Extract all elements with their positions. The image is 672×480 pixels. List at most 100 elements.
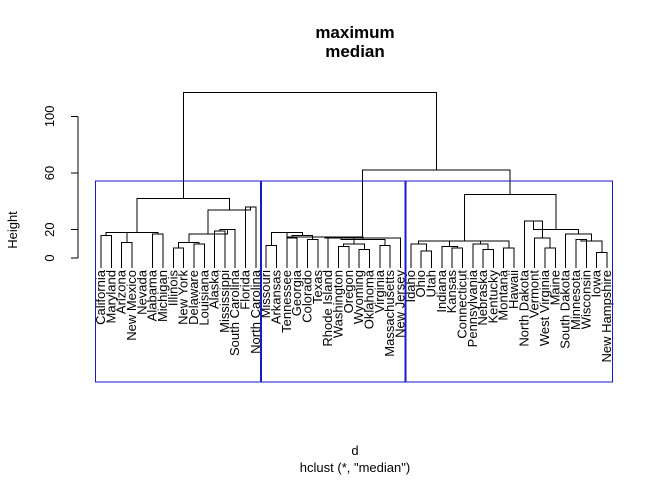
- dendrogram-link: [136, 198, 230, 233]
- leaf-label: Connecticut: [454, 270, 469, 339]
- leaf-label: West Virginia: [537, 269, 552, 346]
- dendrogram-link: [482, 249, 494, 268]
- dendrogram-link: [265, 244, 278, 268]
- leaf-label: Alabama: [145, 269, 160, 321]
- leaf-label: Indiana: [434, 269, 449, 312]
- leaf-label: South Carolina: [227, 269, 242, 356]
- x-axis-label: d: [351, 443, 358, 458]
- dendrogram-link: [580, 239, 603, 253]
- leaf-label: Maryland: [103, 270, 118, 323]
- dendrogram-link: [291, 234, 314, 240]
- dendrogram-link: [193, 243, 205, 268]
- leaf-label: Texas: [310, 270, 325, 304]
- leaf-label: Illinois: [165, 270, 180, 307]
- dendrogram-tree: [100, 91, 608, 268]
- dendrogram-link: [420, 250, 432, 268]
- leaf-label: Florida: [238, 269, 253, 310]
- leaf-label: Ohio: [413, 270, 428, 297]
- leaf-label: Michigan: [155, 270, 170, 322]
- cluster-rect: [260, 180, 407, 383]
- leaf-label: Utah: [423, 270, 438, 297]
- leaf-label: Massachusetts: [382, 270, 397, 357]
- y-axis-label: Height: [5, 211, 20, 249]
- dendrogram-link: [480, 240, 510, 249]
- dendrogram-link: [214, 230, 226, 268]
- dendrogram-link: [338, 246, 350, 268]
- dendrogram-link: [596, 251, 608, 268]
- dendrogram-link: [177, 241, 200, 249]
- dendrogram-link: [105, 232, 128, 243]
- leaf-label: New Jersey: [392, 270, 407, 338]
- leaf-label: Nevada: [134, 269, 149, 315]
- leaf-label: Delaware: [186, 270, 201, 325]
- dendrogram-link: [307, 239, 319, 268]
- leaf-label: Mississippi: [217, 270, 232, 333]
- dendrogram-link: [544, 247, 556, 268]
- leaf-label: Wisconsin: [578, 270, 593, 329]
- dendrogram-link: [534, 237, 551, 268]
- leaf-label: Kentucky: [485, 270, 500, 324]
- leaf-label: Oklahoma: [361, 269, 376, 329]
- dendrogram-link: [245, 206, 257, 268]
- y-tick-label: 0: [42, 254, 57, 261]
- dendrogram-link: [172, 247, 185, 268]
- leaf-label: Pennsylvania: [465, 269, 480, 347]
- leaf-label: California: [93, 269, 108, 325]
- leaf-label: Tennessee: [279, 270, 294, 333]
- dendrogram-link: [188, 229, 228, 243]
- dendrogram-link: [418, 240, 451, 247]
- leaf-label: Vermont: [527, 270, 542, 319]
- dendrogram-link: [358, 249, 370, 268]
- dendrogram-link: [362, 169, 511, 239]
- leaf-label: Wyoming: [351, 270, 366, 324]
- dendrogram-link: [379, 244, 391, 268]
- leaf-label: Arizona: [114, 269, 129, 314]
- leaf-label: Minnesota: [568, 269, 583, 330]
- y-tick-label: 60: [42, 166, 57, 180]
- cluster-rectangles: [94, 180, 614, 383]
- leaf-label: Kansas: [444, 270, 459, 314]
- dendrogram-link: [532, 221, 580, 234]
- leaf-label: Nebraska: [475, 269, 490, 325]
- dendrogram-link: [116, 232, 159, 234]
- dendrogram-link: [451, 247, 463, 268]
- leaf-label: Rhode Island: [320, 270, 335, 347]
- leaf-label: New York: [176, 270, 191, 325]
- dendrogram-link: [327, 236, 355, 268]
- chart-title-line1: maximum: [315, 23, 394, 42]
- leaf-label: North Dakota: [516, 269, 531, 346]
- chart-title-line2: median: [325, 42, 385, 61]
- dendrogram-link: [503, 247, 515, 268]
- leaf-label: North Carolina: [248, 269, 263, 354]
- leaf-label: Virginia: [372, 269, 387, 313]
- dendrogram-link: [410, 243, 427, 268]
- dendrogram-link: [441, 246, 458, 268]
- leaf-label: South Dakota: [558, 269, 573, 349]
- leaf-label: Maine: [547, 270, 562, 305]
- dendrogram-link: [182, 91, 437, 199]
- dendrogram-link: [472, 243, 489, 268]
- y-tick-label: 20: [42, 222, 57, 236]
- dendrogram-link: [565, 233, 593, 268]
- dendrogram-link: [100, 234, 112, 268]
- dendrogram-link: [575, 239, 587, 268]
- leaf-label: New Hampshire: [599, 270, 614, 362]
- leaf-label: Washington: [331, 270, 346, 338]
- leaf-label: Oregon: [341, 270, 356, 313]
- x-axis-sublabel: hclust (*, "median"): [300, 460, 410, 475]
- leaf-label: Alaska: [207, 269, 222, 309]
- y-axis: 0 20 60 100: [42, 105, 79, 262]
- dendrogram-link: [121, 241, 133, 268]
- leaf-label: Georgia: [289, 269, 304, 316]
- dendrogram-link: [286, 237, 298, 268]
- leaf-label: Hawaii: [506, 270, 521, 309]
- leaf-label: Louisiana: [196, 269, 211, 325]
- leaf-label: Colorado: [300, 270, 315, 323]
- dendrogram-link: [152, 233, 164, 268]
- y-tick-label: 100: [42, 105, 57, 127]
- leaf-label: Montana: [496, 269, 511, 320]
- leaf-label: New Mexico: [124, 270, 139, 341]
- dendrogram-link: [219, 229, 236, 268]
